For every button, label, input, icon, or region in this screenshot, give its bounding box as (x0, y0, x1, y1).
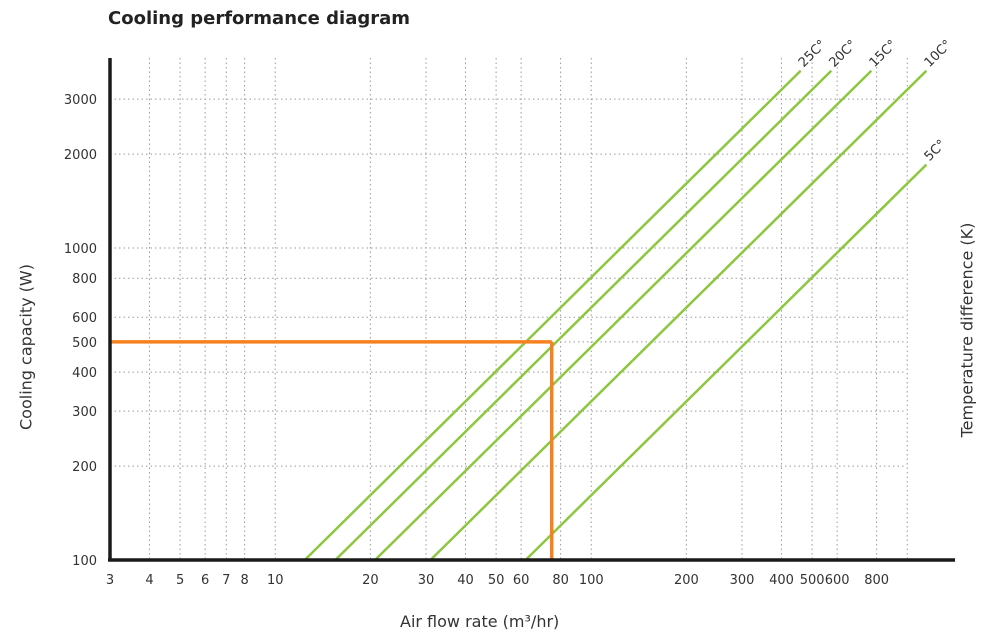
series-line (524, 163, 928, 561)
highlight-lines (110, 340, 554, 560)
y-axis-label: Cooling capacity (W) (16, 264, 36, 430)
series-label: 5C° (922, 137, 950, 164)
x-tick-label: 400 (769, 573, 794, 588)
y-tick-label: 2000 (64, 148, 97, 163)
series-line (303, 69, 802, 561)
x-tick-label: 4 (145, 573, 153, 588)
x-tick-label: 6 (201, 573, 209, 588)
x-tick-label: 7 (222, 573, 230, 588)
x-tick-label: 600 (825, 573, 850, 588)
x-tick-label: 500 (800, 573, 825, 588)
x-tick-label: 200 (674, 573, 699, 588)
y-tick-label: 500 (72, 336, 97, 351)
series-line (334, 69, 833, 561)
series-line (429, 69, 928, 561)
y-tick-label: 400 (72, 366, 97, 381)
series-line (374, 69, 873, 561)
x-tick-label: 10 (267, 573, 284, 588)
x-tick-label: 40 (457, 573, 474, 588)
x-tick-label: 50 (488, 573, 505, 588)
y-tick-label: 600 (72, 311, 97, 326)
x-tick-label: 3 (106, 573, 114, 588)
y-tick-label: 1000 (64, 242, 97, 257)
series-label: 10C° (922, 37, 955, 70)
x-tick-label: 100 (579, 573, 604, 588)
x-tick-label: 800 (864, 573, 889, 588)
y2-axis-label: Temperature difference (K) (957, 222, 977, 438)
x-axis-label: Air flow rate (m³/hr) (400, 612, 560, 631)
y-tick-label: 300 (72, 405, 97, 420)
grid (110, 58, 908, 560)
x-tick-label: 5 (176, 573, 184, 588)
x-tick-label: 20 (362, 573, 379, 588)
x-tick-label: 8 (240, 573, 248, 588)
series-labels: 25C°20C° 15C° 10C° 5C° (796, 37, 955, 164)
x-tick-labels: 3 4 5 6 7 8 10 20 30 40 50 60 80 100 200 300 400 500 600 80… (106, 573, 889, 588)
x-tick-label: 300 (730, 573, 755, 588)
x-tick-label: 80 (552, 573, 569, 588)
y-tick-label: 3000 (64, 93, 97, 108)
series-label: 15C° (867, 37, 900, 70)
axes (108, 58, 955, 562)
y-tick-label: 200 (72, 460, 97, 475)
y-tick-label: 800 (72, 272, 97, 287)
series-label: 20C° (827, 37, 860, 70)
y-tick-label: 100 (72, 554, 97, 569)
series-lines (303, 69, 928, 561)
x-tick-label: 60 (513, 573, 530, 588)
series-label: 25C° (796, 37, 829, 70)
chart-title: Cooling performance diagram (108, 8, 411, 29)
y-tick-labels: 100 200 300 400 500 600 800 1000 2000 3000 (64, 93, 97, 569)
x-tick-label: 30 (418, 573, 435, 588)
